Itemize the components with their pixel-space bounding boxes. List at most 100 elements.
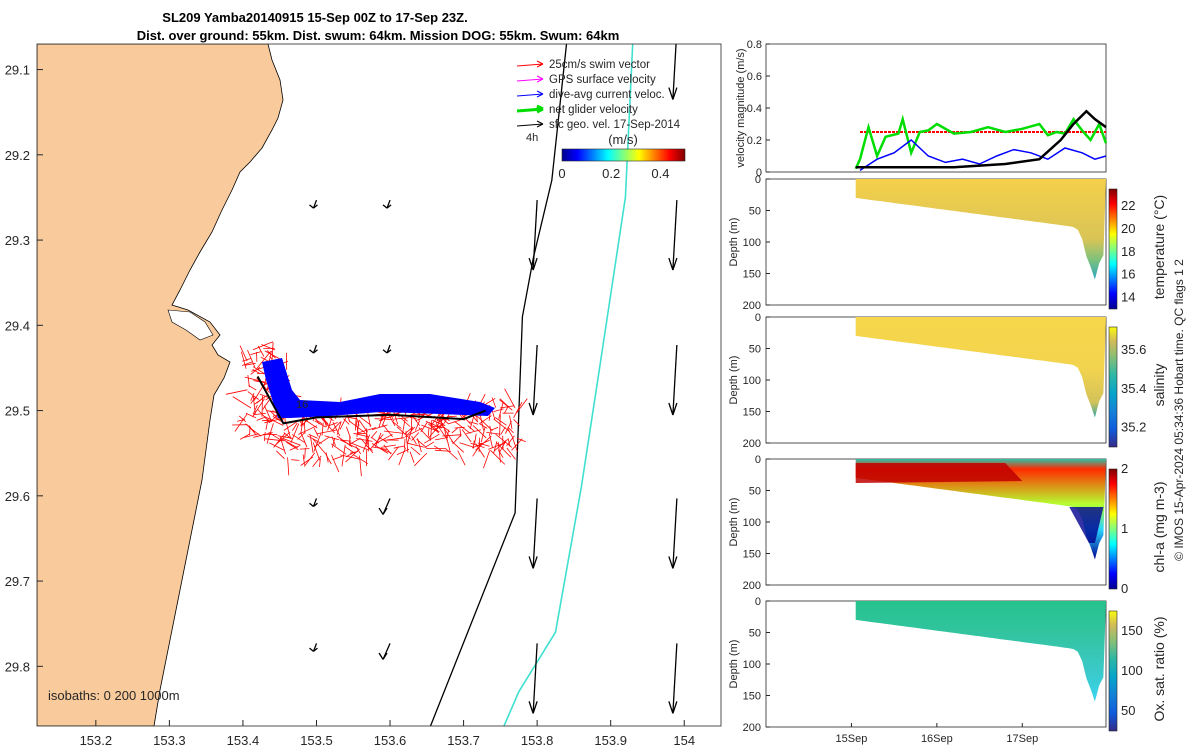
depth-tick-label: 150: [743, 407, 761, 419]
time-tick-label: 17Sep: [1006, 733, 1038, 745]
velocity-y-tick-label: 0: [756, 167, 762, 179]
depth-tick-label: 50: [749, 486, 761, 498]
map-y-tick-label: 29.1: [5, 63, 30, 78]
chl-max-layer: [855, 463, 1023, 483]
velocity-y-ticks: 0 0.2 0.4 0.6 0.8: [747, 39, 770, 179]
depth-tick-label: 0: [755, 174, 761, 186]
velocity-y-tick-label: 0.4: [747, 103, 762, 115]
colorbar-tick-label: 150: [1121, 623, 1143, 638]
depth-tick-label: 50: [749, 206, 761, 218]
section-panel-chl-a: 0 50 100 150 200 Depth (m) 0 1 2 chl-a (mg m-3): [728, 454, 1167, 596]
depth-tick-label: 50: [749, 344, 761, 356]
figure-title: SL209 Yamba20140915 15-Sep 00Z to 17-Sep…: [162, 10, 467, 25]
colorbar-tick-label: 0.4: [651, 166, 669, 181]
section-panel-temperature: 0 50 100 150 200 Depth (m) 14 16 18 20 22 temperatu…: [728, 174, 1167, 312]
map-y-tick-label: 29.2: [5, 148, 30, 163]
velocity-y-tick-label: 0.2: [747, 135, 762, 147]
depth-tick-label: 200: [743, 722, 761, 734]
figure-subtitle: Dist. over ground: 55km. Dist. swum: 64k…: [137, 28, 620, 43]
land-mass: [37, 44, 284, 726]
colorbar-tick-label: 100: [1121, 663, 1143, 678]
depth-tick-label: 100: [743, 659, 761, 671]
depth-axis-label: Depth (m): [728, 498, 740, 547]
depth-tick-label: 0: [755, 596, 761, 608]
velocity-panel: 0 0.2 0.4 0.6 0.8 velocity magnitude (m/s): [735, 39, 1108, 179]
map-y-tick-label: 29.3: [5, 233, 30, 248]
dive-avg-current-band: [262, 358, 495, 418]
legend-swatch: [516, 107, 544, 113]
map-x-tick-label: 153.2: [80, 733, 113, 748]
sfc-geo-vectors: [309, 44, 678, 714]
legend-swatch: [516, 93, 544, 97]
time-tick-label: 15Sep: [836, 733, 868, 745]
colorbar-tick-label: 0: [1121, 581, 1128, 596]
colorbar-tick-label: 16: [1121, 267, 1135, 282]
map-legend: 25cm/s swim vector GPS surface velocity di…: [516, 59, 681, 131]
colorbar-tick-label: 20: [1121, 221, 1135, 236]
velocity-line-net: [854, 114, 1108, 170]
section-colorbar: [1108, 188, 1118, 310]
isobath-note: isobaths: 0 200 1000m: [48, 688, 180, 703]
isobath-1000m: [503, 44, 634, 726]
velocity-ylabel: velocity magnitude (m/s): [735, 48, 747, 167]
time-x-ticks: 15Sep 16Sep 17Sep: [836, 723, 1038, 745]
map-x-tick-label: 153.6: [374, 733, 407, 748]
legend-label: sfc geo. vel. 17-Sep-2014: [549, 119, 681, 131]
colorbar-tick-label: 18: [1121, 244, 1135, 259]
colorbar-tick-label: 50: [1121, 703, 1135, 718]
section-data-field: [855, 317, 1106, 418]
speed-colorbar: [561, 148, 686, 162]
map-x-tick-label: 154: [673, 733, 695, 748]
depth-axis-label: Depth (m): [728, 640, 740, 689]
depth-tick-label: 0: [755, 454, 761, 466]
time-tick-label: 16Sep: [921, 733, 953, 745]
map-x-tick-label: 153.4: [227, 733, 260, 748]
colorbar-tick-label: 0.2: [602, 166, 620, 181]
legend-swatch: [516, 63, 544, 67]
colorbar-label: salinity: [1151, 364, 1167, 407]
depth-tick-label: 100: [743, 375, 761, 387]
colorbar-tick-label: 35.6: [1121, 342, 1146, 357]
velocity-line-sfc-geo: [855, 109, 1107, 169]
footer-credit: © IMOS 15-Apr-2024 05:34:36 Hobart time.…: [1172, 259, 1186, 561]
velocity-y-tick-label: 0.8: [747, 39, 762, 51]
colorbar-title: (m/s): [608, 132, 638, 147]
colorbar-tick-label: 0: [558, 166, 565, 181]
depth-tick-label: 50: [749, 628, 761, 640]
legend-label: GPS surface velocity: [549, 74, 656, 86]
section-panel-oxygen: 0 50 100 150 200 Depth (m) 50 100 150 Ox. sat. ra…: [728, 596, 1167, 734]
colorbar-tick-label: 1: [1121, 521, 1128, 536]
net-glider-track: [256, 376, 486, 425]
map-x-tick-label: 153.8: [521, 733, 554, 748]
colorbar-tick-label: 35.2: [1121, 420, 1146, 435]
map-x-tick-label: 153.5: [300, 733, 333, 748]
colorbar-label: chl-a (mg m-3): [1151, 481, 1167, 572]
colorbar-label: Ox. sat. ratio (%): [1151, 616, 1167, 721]
track-label: 16: [296, 399, 308, 411]
depth-tick-label: 100: [743, 517, 761, 529]
chl-deep-low: [1069, 507, 1104, 543]
speed-colorbar-ticks: 0 0.2 0.4: [558, 166, 669, 181]
map-x-ticks: 153.2 153.3 153.4 153.5 153.6 153.7 153.8 153.9…: [80, 720, 695, 748]
map-x-tick-label: 153.3: [153, 733, 186, 748]
depth-axis-label: Depth (m): [728, 356, 740, 405]
map-panel: 16 153.2 153.3 153.4 153.5 153.6 153.7 153.8 15…: [5, 43, 722, 748]
depth-axis-label: Depth (m): [728, 218, 740, 267]
section-colorbar: [1108, 468, 1118, 590]
section-data-field: [855, 179, 1106, 280]
depth-tick-label: 150: [743, 549, 761, 561]
colorbar-tick-label: 2: [1121, 461, 1128, 476]
map-y-tick-label: 29.6: [5, 489, 30, 504]
section-data-field: [855, 601, 1106, 702]
depth-tick-label: 200: [743, 300, 761, 312]
map-x-tick-label: 153.9: [594, 733, 627, 748]
time-label: 4h: [526, 132, 538, 144]
depth-tick-label: 100: [743, 237, 761, 249]
legend-label: net glider velocity: [549, 104, 638, 116]
depth-tick-label: 0: [755, 312, 761, 324]
legend-swatch: [516, 123, 544, 127]
legend-swatch: [516, 78, 544, 82]
colorbar-tick-label: 22: [1121, 198, 1135, 213]
isobath-200m: [429, 44, 568, 726]
